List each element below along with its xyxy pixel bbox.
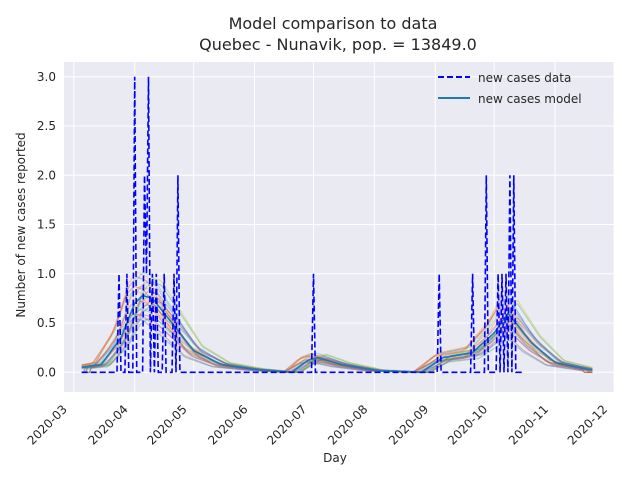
data-line (81, 76, 522, 374)
model-run-line (81, 313, 593, 373)
legend-model-label: new cases model (478, 92, 582, 106)
model-run-line (81, 294, 593, 373)
y-tick-label: 1.5 (37, 218, 56, 232)
y-axis-label: Number of new cases reported (14, 132, 28, 317)
model-run-line (81, 317, 593, 373)
y-tick-label: 1.0 (37, 267, 56, 281)
chart-title: Model comparison to data (229, 14, 438, 33)
model-line (81, 294, 593, 374)
x-tick-label: 2020-05 (144, 402, 189, 447)
y-tick-label: 2.0 (37, 168, 56, 182)
y-tick-label: 3.0 (37, 70, 56, 84)
model-run-line (81, 299, 593, 373)
model-run-line (81, 299, 593, 373)
series-group (81, 76, 593, 374)
x-tick-label: 2020-07 (264, 402, 309, 447)
y-tick-label: 0.5 (37, 316, 56, 330)
x-tick-label: 2020-10 (445, 402, 490, 447)
x-tick-label: 2020-09 (386, 402, 431, 447)
x-tick-label: 2020-08 (325, 402, 370, 447)
model-run-line (81, 271, 593, 373)
x-axis-label: Day (323, 451, 347, 465)
x-tick-label: 2020-04 (85, 402, 130, 447)
x-tick-label: 2020-06 (205, 402, 250, 447)
legend-data-label: new cases data (478, 71, 571, 85)
y-tick-label: 0.0 (37, 365, 56, 379)
model-run-line (81, 304, 593, 373)
x-tick-label: 2020-12 (565, 402, 610, 447)
y-tick-label: 2.5 (37, 119, 56, 133)
legend: new cases data new cases model (438, 71, 582, 106)
chart-subtitle: Quebec - Nunavik, pop. = 13849.0 (199, 35, 477, 54)
x-tick-label: 2020-11 (506, 402, 551, 447)
x-tick-label: 2020-03 (25, 402, 70, 447)
model-run-line (81, 290, 593, 373)
